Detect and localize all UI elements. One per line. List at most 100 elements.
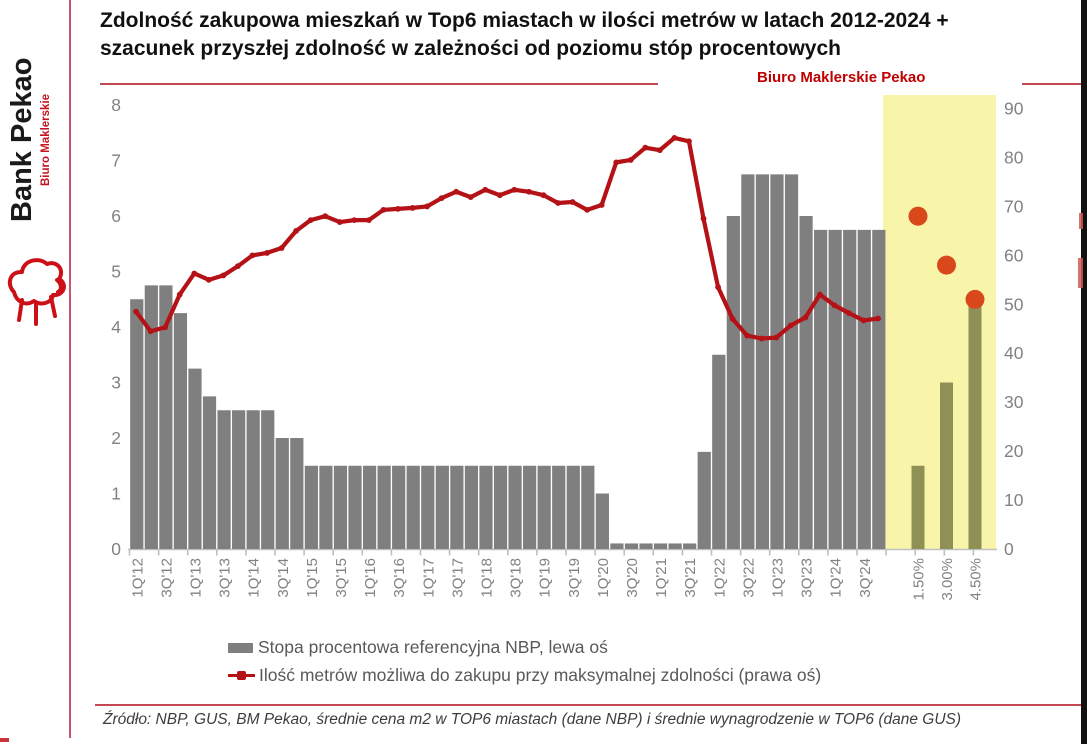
- meters-line-marker: [482, 186, 489, 193]
- meters-line-marker: [336, 219, 343, 225]
- meters-line-marker: [656, 147, 663, 154]
- x-tick-label: 1Q'12: [129, 558, 146, 598]
- scenario-meters-dot: [965, 289, 985, 309]
- rate-bar: [173, 313, 188, 549]
- meters-line-marker: [569, 199, 576, 205]
- meters-line-marker: [598, 202, 605, 208]
- rate-bar: [319, 465, 333, 549]
- rate-bar: [683, 543, 697, 549]
- right-axis-label: 20: [1004, 441, 1024, 461]
- scenario-meters-dot: [908, 206, 928, 226]
- meters-line-marker: [409, 204, 416, 211]
- x-tick-label: 3Q'12: [158, 558, 175, 598]
- rate-bar: [697, 451, 711, 549]
- x-tick-label: 3Q'16: [391, 558, 408, 598]
- meters-line-marker: [773, 334, 780, 341]
- rate-bar: [770, 174, 784, 549]
- x-tick-label: 3Q'21: [682, 558, 699, 598]
- scenario-x-label: 3.00%: [939, 558, 956, 601]
- rate-bar: [872, 229, 886, 549]
- rate-bar: [159, 285, 173, 549]
- right-axis-label: 10: [1004, 490, 1024, 510]
- legend-line-label: Ilość metrów możliwa do zakupu przy maks…: [259, 665, 822, 685]
- legend-row-bars: Stopa procentowa referencyjna NBP, lewa …: [228, 637, 821, 658]
- rate-bar: [232, 410, 246, 549]
- right-axis-label: 40: [1004, 343, 1024, 363]
- rate-bar: [828, 229, 842, 549]
- page-title-line2: szacunek przyszłej zdolność w zależności…: [100, 37, 841, 60]
- rate-bar: [668, 543, 682, 549]
- rate-bar: [639, 543, 653, 549]
- scenario-rate-bar: [911, 465, 925, 549]
- meters-line-marker: [380, 206, 387, 213]
- rate-bar: [275, 438, 289, 549]
- meters-line-marker: [555, 200, 561, 206]
- rate-bar: [712, 354, 726, 549]
- meters-line-marker: [686, 138, 692, 145]
- rate-bar: [784, 174, 799, 549]
- meters-line-marker: [700, 215, 707, 222]
- x-tick-label: 1Q'17: [420, 558, 437, 598]
- rate-bar: [566, 465, 580, 549]
- meters-line-marker: [875, 315, 882, 322]
- meters-line-marker: [133, 308, 139, 315]
- meters-line-marker: [671, 135, 678, 141]
- rate-bar: [523, 465, 537, 549]
- meters-line-marker: [205, 276, 212, 283]
- rate-bar: [479, 465, 493, 549]
- rate-bar: [755, 174, 770, 549]
- meters-line-marker: [235, 263, 241, 270]
- meters-line-marker: [846, 310, 852, 317]
- meters-line-marker: [715, 284, 721, 291]
- rate-bar: [377, 465, 391, 549]
- left-axis-label: 5: [111, 262, 121, 282]
- left-axis-label: 1: [111, 484, 121, 504]
- x-tick-label: 3Q'17: [449, 558, 466, 598]
- right-axis-label: 30: [1004, 392, 1024, 412]
- meters-line-marker: [540, 192, 547, 199]
- meters-line-marker: [831, 302, 838, 309]
- rate-bar: [421, 465, 435, 549]
- edge-red-fragment-2: [1078, 258, 1083, 288]
- x-tick-label: 3Q'20: [624, 558, 641, 598]
- meters-line-marker: [526, 188, 532, 195]
- left-axis-label: 7: [111, 151, 121, 171]
- x-tick-label: 1Q'13: [187, 558, 204, 598]
- meters-line-marker: [787, 322, 794, 329]
- meters-line-marker: [307, 217, 314, 224]
- scenario-x-label: 1.50%: [911, 558, 928, 601]
- right-axis-label: 90: [1004, 99, 1024, 119]
- rate-bar: [857, 229, 871, 549]
- scenario-rate-bar: [968, 299, 982, 549]
- meters-line-marker: [817, 291, 823, 298]
- title-rule-left: [100, 83, 658, 85]
- left-axis-label: 2: [111, 428, 121, 448]
- rate-bar: [435, 465, 449, 549]
- x-tick-label: 1Q'16: [362, 558, 379, 598]
- meters-line-marker: [496, 192, 503, 199]
- x-tick-label: 1Q'19: [537, 558, 554, 598]
- rate-bar: [814, 229, 828, 549]
- rate-bar: [392, 465, 406, 549]
- x-tick-label: 3Q'18: [508, 558, 525, 598]
- page-title-line1: Zdolność zakupowa mieszkań w Top6 miasta…: [100, 9, 949, 32]
- left-axis-label: 8: [111, 95, 121, 115]
- meters-line-marker: [758, 335, 765, 342]
- meters-line-marker: [365, 217, 372, 224]
- x-tick-label: 1Q'24: [828, 558, 845, 598]
- meters-line-marker: [744, 332, 751, 339]
- pekao-bison-icon: [7, 258, 66, 326]
- rate-bar: [130, 299, 144, 549]
- rate-bar: [188, 368, 202, 549]
- meters-line-marker: [147, 328, 154, 335]
- meters-line: [133, 135, 881, 341]
- meters-line-marker: [729, 316, 736, 322]
- edge-red-fragment-3: [0, 738, 9, 742]
- chart-legend: Stopa procentowa referencyjna NBP, lewa …: [228, 637, 821, 693]
- x-tick-label: 3Q'13: [217, 558, 234, 598]
- x-tick-label: 1Q'14: [246, 558, 263, 598]
- scenario-meters-dot: [937, 255, 956, 275]
- right-axis-label: 70: [1004, 196, 1024, 216]
